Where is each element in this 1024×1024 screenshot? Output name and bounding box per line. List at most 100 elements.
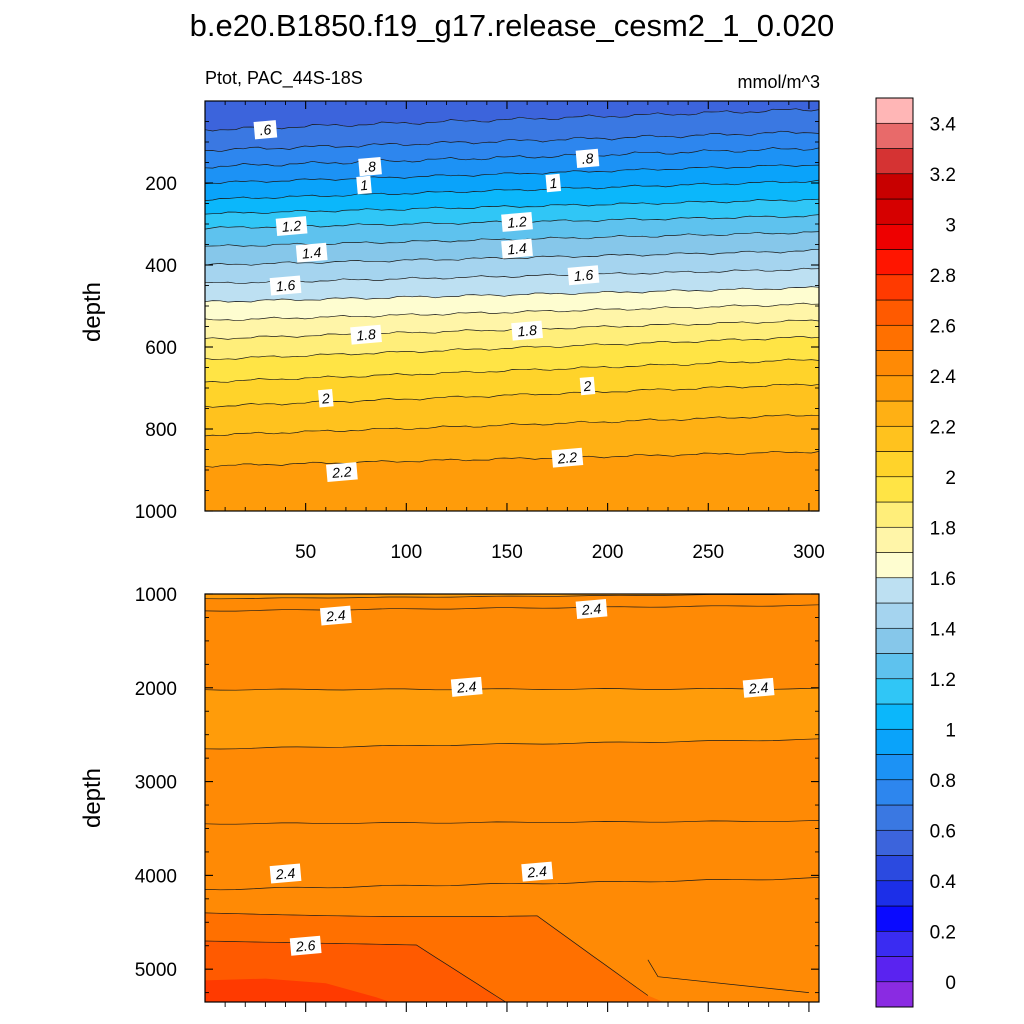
- colorbar-cell: [875, 425, 914, 452]
- contour-label: 2.4: [450, 676, 483, 697]
- colorbar-cell: [875, 375, 914, 402]
- contour-label: 2.2: [551, 447, 584, 468]
- colorbar-label: 1.6: [930, 569, 956, 590]
- x-tick-label: 50: [295, 542, 316, 563]
- colorbar-label: 3.4: [930, 114, 957, 135]
- colorbar-label: 2: [945, 468, 956, 489]
- colorbar-cell: [875, 602, 914, 629]
- y-tick-label: 400: [145, 256, 177, 277]
- svg-text:2.4: 2.4: [526, 863, 548, 881]
- colorbar-label: 2.4: [930, 367, 957, 388]
- svg-text:2.6: 2.6: [294, 937, 316, 955]
- contour-label: 1.8: [350, 324, 382, 345]
- contour-line: [205, 820, 819, 825]
- upper-units-label: mmol/m^3: [738, 72, 820, 92]
- contour-region: [205, 359, 819, 408]
- colorbar-cell: [875, 526, 914, 553]
- svg-text:1.2: 1.2: [281, 217, 302, 235]
- contour-line: [205, 336, 819, 360]
- colorbar-label: 0.2: [930, 922, 956, 943]
- x-tick-label: 250: [692, 542, 724, 563]
- contour-line: [205, 286, 819, 303]
- y-tick-label: 4000: [135, 866, 177, 887]
- contour-line: [205, 877, 819, 891]
- upper-panel: Ptot, PAC_44S-18S mmol/m^3 depth .6 .8 .8 1…: [79, 68, 825, 563]
- svg-text:1.8: 1.8: [356, 326, 377, 344]
- y-tick-label: 800: [145, 420, 177, 441]
- lower-panel: depth 2.4 2.4 2.4 2.4 2.4 2.4 2.6 1000 2000 3000…: [79, 585, 820, 1012]
- colorbar-cell: [875, 829, 914, 856]
- colorbar-cell: [875, 956, 914, 983]
- x-tick-label: 150: [491, 542, 523, 563]
- colorbar: 3.4 3.2 3 2.8 2.6 2.4 2.2 2 1.8 1.6 1.4 1.2 1 0.8 0.6 0…: [875, 97, 957, 1008]
- contour-line: [647, 959, 809, 993]
- contour-label: 2.4: [269, 863, 302, 884]
- upper-axes: 50 100 150 200 250 300 200 400 600 800 1000: [135, 101, 825, 563]
- colorbar-label: 3.2: [930, 165, 956, 186]
- colorbar-label: 2.2: [930, 417, 956, 438]
- colorbar-cell: [875, 173, 914, 200]
- colorbar-label: 3: [945, 215, 956, 236]
- colorbar-label: 1.4: [930, 619, 957, 640]
- contour-line: [205, 179, 819, 201]
- contour-line: [205, 130, 819, 153]
- contour-region: [205, 384, 819, 436]
- colorbar-label: 0.6: [930, 821, 956, 842]
- contour-line: [205, 414, 819, 437]
- colorbar-label: 1.8: [930, 518, 956, 539]
- contour-region: [205, 108, 819, 152]
- contour-line: [205, 198, 819, 215]
- colorbar-frame: [875, 97, 914, 1008]
- colorbar-label: 0.8: [930, 771, 956, 792]
- colorbar-cell: [875, 451, 914, 478]
- svg-text:.8: .8: [581, 150, 594, 167]
- contour-label: 2.6: [289, 935, 322, 956]
- contour-label: 2: [579, 376, 596, 396]
- colorbar-label: 1: [945, 720, 956, 741]
- contour-line: [205, 108, 819, 132]
- y-tick-label: 5000: [135, 960, 177, 981]
- colorbar-label: 0.4: [930, 872, 957, 893]
- colorbar-cell: [875, 905, 914, 932]
- contour-region: [205, 414, 819, 468]
- contour-region: [205, 249, 819, 284]
- colorbar-cell: [875, 501, 914, 528]
- contour-line: [205, 450, 819, 468]
- lower-contour-labels: 2.4 2.4 2.4 2.4 2.4 2.4 2.6: [269, 599, 775, 956]
- svg-text:1.4: 1.4: [301, 244, 322, 262]
- contour-region: [205, 336, 819, 383]
- colorbar-cell: [875, 97, 914, 124]
- colorbar-cell: [875, 678, 914, 705]
- contour-label: .8: [575, 148, 600, 169]
- svg-text:2.2: 2.2: [556, 449, 578, 467]
- contour-region: [205, 320, 819, 360]
- upper-variable-label: Ptot, PAC_44S-18S: [205, 68, 363, 89]
- contour-line: [205, 383, 819, 408]
- colorbar-cell: [875, 804, 914, 831]
- upper-contour-labels: .6 .8 .8 1 1 1.2 1.2 1.4 1.4 1.6 1.6 1.8 1.8 2 2 2.2 2.2: [253, 120, 600, 483]
- colorbar-cell: [875, 577, 914, 604]
- contour-label: 1.8: [511, 320, 543, 341]
- colorbar-cell: [875, 703, 914, 730]
- contour-label: 1.2: [275, 216, 308, 237]
- svg-text:.8: .8: [364, 158, 377, 175]
- colorbar-cell: [875, 223, 914, 250]
- svg-text:1: 1: [359, 177, 368, 194]
- contour-line: [205, 604, 819, 612]
- y-tick-label: 200: [145, 174, 177, 195]
- contour-label: 1.4: [501, 238, 533, 259]
- contour-region: [205, 180, 819, 215]
- colorbar-cell: [875, 754, 914, 781]
- contour-line: [205, 940, 507, 1002]
- colorbar-cell: [875, 779, 914, 806]
- colorbar-cell: [875, 122, 914, 149]
- svg-text:2.4: 2.4: [274, 865, 296, 883]
- svg-text:1.6: 1.6: [573, 266, 594, 284]
- svg-text:1: 1: [549, 175, 558, 192]
- y-tick-label: 3000: [135, 773, 177, 794]
- colorbar-cell: [875, 350, 914, 377]
- upper-contour-fills: [205, 101, 819, 511]
- colorbar-cell: [875, 855, 914, 882]
- colorbar-cell: [875, 930, 914, 957]
- contour-line: [205, 147, 819, 169]
